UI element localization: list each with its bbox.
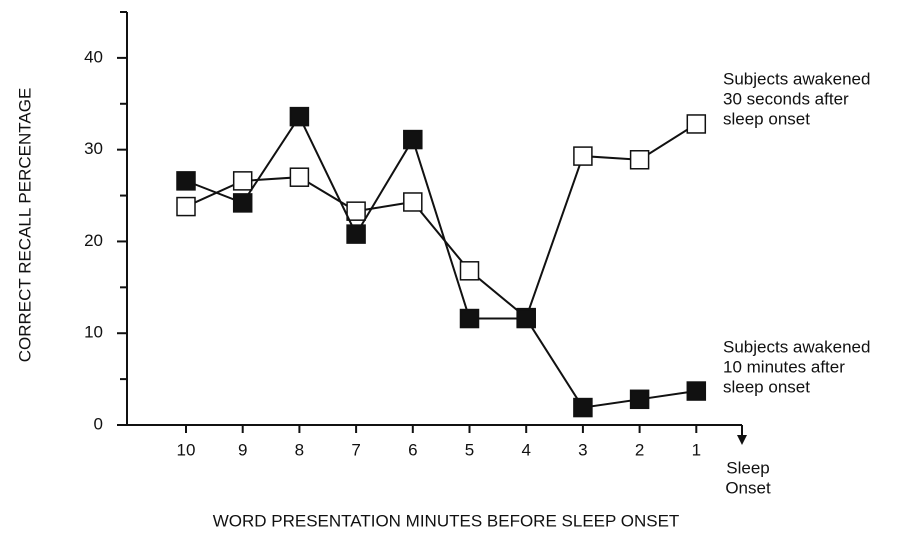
series-annotation: 30 seconds after	[723, 89, 849, 108]
marker	[573, 397, 593, 418]
series-line	[185, 123, 697, 320]
x-tick-label: 10	[177, 440, 196, 459]
y-tick-label: 30	[84, 139, 103, 158]
x-tick-label: 5	[465, 440, 474, 459]
marker	[232, 171, 253, 191]
series-annotation: 10 minutes after	[723, 357, 845, 376]
marker	[629, 389, 650, 410]
arrow-head	[737, 435, 747, 445]
marker	[176, 196, 196, 217]
y-tick-label: 40	[84, 47, 103, 66]
x-tick-label: 3	[578, 440, 587, 459]
sleep-onset-label: Sleep	[726, 458, 769, 477]
x-axis-label: WORD PRESENTATION MINUTES BEFORE SLEEP O…	[213, 511, 680, 530]
series-line	[185, 114, 697, 409]
y-tick-label: 10	[84, 323, 103, 342]
sleep-onset-label: Onset	[725, 478, 771, 497]
marker	[686, 114, 707, 134]
marker	[346, 224, 366, 244]
marker	[176, 171, 196, 191]
x-tick-label: 1	[692, 440, 701, 459]
marker	[459, 308, 480, 329]
series-annotation: sleep onset	[723, 377, 810, 396]
marker	[403, 192, 423, 212]
x-tick-label: 7	[351, 440, 360, 459]
marker	[459, 261, 480, 281]
series-annotation: sleep onset	[723, 109, 810, 128]
marker	[573, 146, 593, 166]
x-tick-label: 2	[635, 440, 644, 459]
y-axis-label: CORRECT RECALL PERCENTAGE	[15, 88, 34, 363]
x-tick-label: 4	[521, 440, 530, 459]
marker	[346, 201, 366, 221]
x-tick-label: 8	[295, 440, 304, 459]
marker	[629, 150, 650, 170]
marker	[289, 106, 310, 127]
y-tick-label: 20	[84, 231, 103, 250]
marker	[516, 308, 536, 329]
marker	[686, 381, 707, 401]
marker	[232, 193, 253, 213]
x-tick-label: 6	[408, 440, 417, 459]
marker	[289, 167, 310, 187]
series-annotation: Subjects awakened	[723, 69, 870, 88]
y-tick-label: 0	[94, 414, 103, 433]
x-tick-label: 9	[238, 440, 247, 459]
series-annotation: Subjects awakened	[723, 337, 870, 356]
marker	[403, 129, 423, 150]
